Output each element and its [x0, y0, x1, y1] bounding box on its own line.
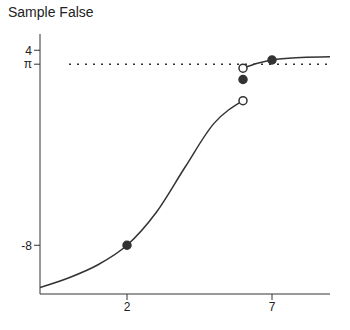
svg-text:-8: -8 [21, 239, 32, 253]
svg-text:7: 7 [269, 300, 276, 314]
svg-text:2: 2 [124, 300, 131, 314]
html-text:Sample False: Sample False [8, 4, 94, 20]
svg-text:4: 4 [25, 44, 32, 58]
svg-text:π: π [24, 57, 32, 71]
